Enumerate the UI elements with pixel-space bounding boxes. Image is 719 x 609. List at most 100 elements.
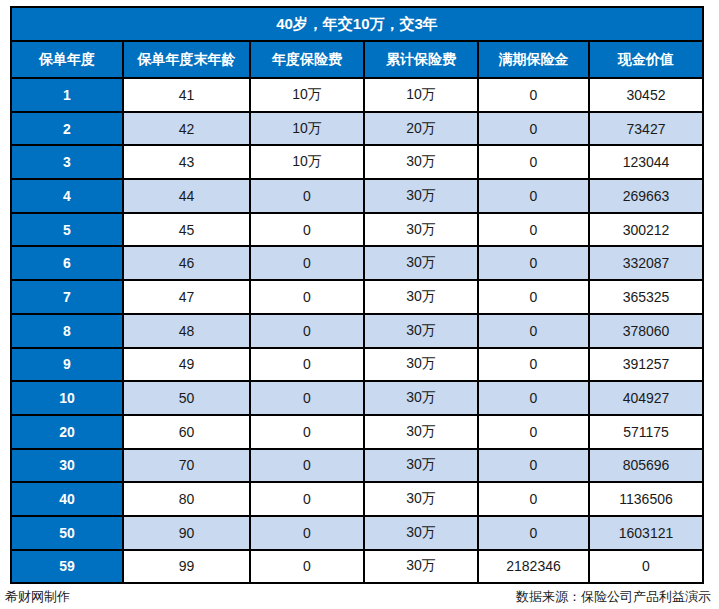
- policy-year-cell: 4: [11, 179, 123, 213]
- table-cell: 0: [478, 381, 589, 415]
- table-cell: 0: [478, 78, 589, 112]
- table-cell: 0: [250, 550, 364, 584]
- header-age-end-of-year: 保单年度末年龄: [123, 41, 250, 78]
- footer-credit: 希财网制作: [5, 588, 70, 606]
- table-cell: 0: [478, 179, 589, 213]
- table-cell: 805696: [589, 449, 703, 483]
- policy-year-cell: 8: [11, 314, 123, 348]
- table-cell: 30万: [364, 415, 478, 449]
- table-title: 40岁，年交10万，交3年: [11, 7, 703, 41]
- table-cell: 20万: [364, 112, 478, 146]
- policy-year-cell: 1: [11, 78, 123, 112]
- policy-year-cell: 2: [11, 112, 123, 146]
- table-cell: 365325: [589, 280, 703, 314]
- table-title-row: 40岁，年交10万，交3年: [11, 7, 703, 41]
- table-cell: 30万: [364, 314, 478, 348]
- table-cell: 0: [478, 246, 589, 280]
- policy-year-cell: 40: [11, 482, 123, 516]
- table-cell: 30万: [364, 246, 478, 280]
- table-cell: 70: [123, 449, 250, 483]
- header-policy-year: 保单年度: [11, 41, 123, 78]
- table-cell: 41: [123, 78, 250, 112]
- table-cell: 90: [123, 516, 250, 550]
- footer: 希财网制作 数据来源：保险公司产品利益演示: [0, 585, 719, 609]
- table-row: 848030万0378060: [11, 314, 703, 348]
- policy-year-cell: 20: [11, 415, 123, 449]
- table-cell: 0: [478, 314, 589, 348]
- table-cell: 30万: [364, 280, 478, 314]
- table-cell: 44: [123, 179, 250, 213]
- header-cash-value: 现金价值: [589, 41, 703, 78]
- policy-year-cell: 6: [11, 246, 123, 280]
- table-cell: 0: [250, 348, 364, 382]
- table-cell: 332087: [589, 246, 703, 280]
- table-cell: 1603121: [589, 516, 703, 550]
- table-cell: 0: [478, 348, 589, 382]
- policy-year-cell: 50: [11, 516, 123, 550]
- table-cell: 0: [250, 314, 364, 348]
- table-cell: 269663: [589, 179, 703, 213]
- table-cell: 30万: [364, 179, 478, 213]
- table-cell: 0: [478, 145, 589, 179]
- table-cell: 0: [250, 415, 364, 449]
- table-row: 747030万0365325: [11, 280, 703, 314]
- table-cell: 0: [478, 415, 589, 449]
- table-row: 2060030万0571175: [11, 415, 703, 449]
- header-cumulative-premium: 累计保险费: [364, 41, 478, 78]
- table-row: 34310万30万0123044: [11, 145, 703, 179]
- table-row: 949030万0391257: [11, 348, 703, 382]
- policy-year-cell: 10: [11, 381, 123, 415]
- policy-year-cell: 30: [11, 449, 123, 483]
- table-cell: 0: [250, 516, 364, 550]
- table-row: 545030万0300212: [11, 213, 703, 247]
- table-cell: 10万: [250, 145, 364, 179]
- table-header-row: 保单年度 保单年度末年龄 年度保险费 累计保险费 满期保险金 现金价值: [11, 41, 703, 78]
- table-row: 5999030万21823460: [11, 550, 703, 584]
- table-row: 646030万0332087: [11, 246, 703, 280]
- table-cell: 2182346: [478, 550, 589, 584]
- table-row: 14110万10万030452: [11, 78, 703, 112]
- table-cell: 10万: [364, 78, 478, 112]
- policy-year-cell: 59: [11, 550, 123, 584]
- table-row: 1050030万0404927: [11, 381, 703, 415]
- table-cell: 391257: [589, 348, 703, 382]
- table-cell: 0: [478, 449, 589, 483]
- policy-year-cell: 3: [11, 145, 123, 179]
- table-row: 3070030万0805696: [11, 449, 703, 483]
- footer-data-source: 数据来源：保险公司产品利益演示: [516, 588, 711, 606]
- table-cell: 49: [123, 348, 250, 382]
- table-cell: 0: [250, 246, 364, 280]
- table-cell: 0: [250, 179, 364, 213]
- table-cell: 0: [478, 516, 589, 550]
- header-annual-premium: 年度保险费: [250, 41, 364, 78]
- table-cell: 30万: [364, 348, 478, 382]
- table-cell: 30万: [364, 145, 478, 179]
- table-cell: 1136506: [589, 482, 703, 516]
- table-cell: 50: [123, 381, 250, 415]
- header-maturity-benefit: 满期保险金: [478, 41, 589, 78]
- table-cell: 47: [123, 280, 250, 314]
- policy-benefit-table-container: 40岁，年交10万，交3年 保单年度 保单年度末年龄 年度保险费 累计保险费 满…: [10, 6, 702, 584]
- table-cell: 0: [478, 482, 589, 516]
- table-cell: 46: [123, 246, 250, 280]
- table-cell: 0: [589, 550, 703, 584]
- table-cell: 73427: [589, 112, 703, 146]
- table-cell: 30万: [364, 213, 478, 247]
- table-cell: 99: [123, 550, 250, 584]
- table-row: 24210万20万073427: [11, 112, 703, 146]
- table-cell: 48: [123, 314, 250, 348]
- table-cell: 123044: [589, 145, 703, 179]
- table-cell: 42: [123, 112, 250, 146]
- table-cell: 80: [123, 482, 250, 516]
- table-cell: 0: [478, 112, 589, 146]
- table-cell: 30万: [364, 516, 478, 550]
- table-cell: 378060: [589, 314, 703, 348]
- policy-year-cell: 7: [11, 280, 123, 314]
- table-cell: 10万: [250, 112, 364, 146]
- table-cell: 30万: [364, 449, 478, 483]
- table-cell: 30万: [364, 550, 478, 584]
- policy-year-cell: 5: [11, 213, 123, 247]
- table-cell: 0: [250, 381, 364, 415]
- table-cell: 0: [478, 213, 589, 247]
- table-cell: 60: [123, 415, 250, 449]
